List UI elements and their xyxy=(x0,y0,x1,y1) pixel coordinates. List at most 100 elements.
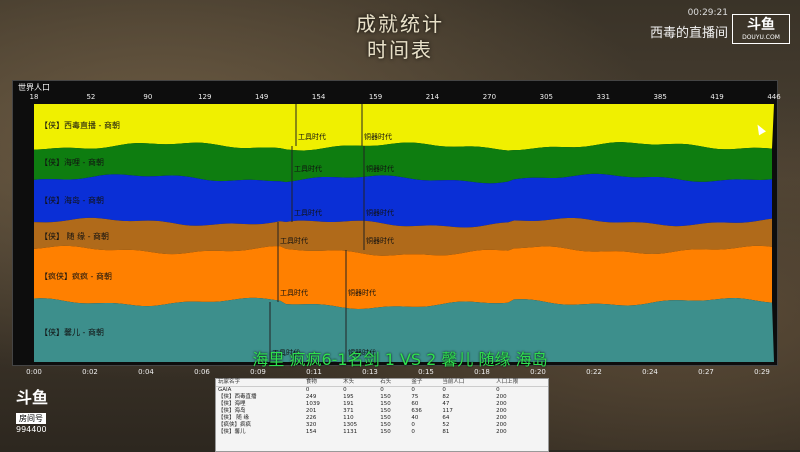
time-tick: 0:02 xyxy=(82,368,98,376)
stats-cell: 0 xyxy=(411,429,415,435)
douyu-logo: 斗鱼 DOUYU.COM xyxy=(732,14,790,44)
stats-cell: 【侠】海岛 xyxy=(218,408,246,414)
stats-cell: 150 xyxy=(380,401,391,407)
stats-cell: 1039 xyxy=(305,401,320,407)
stats-cell: 150 xyxy=(380,429,391,435)
stats-cell: 【侠】海哩 xyxy=(218,401,246,407)
player-label: 【侠】西毒直播 - 商朝 xyxy=(40,121,120,130)
time-tick: 0:27 xyxy=(698,368,714,376)
stats-cell: 200 xyxy=(496,415,507,421)
age-label: 工具时代 xyxy=(280,237,308,245)
match-caption: 海里 疯疯6-1名剑 1 VS 2 馨儿 随缘 海岛 xyxy=(252,350,548,369)
time-tick: 0:24 xyxy=(642,368,658,376)
stats-cell: 636 xyxy=(411,408,422,414)
stream-name: 西毒的直播间 xyxy=(649,26,728,41)
stats-cell: 110 xyxy=(343,415,354,421)
stats-cell: 【侠】馨儿 xyxy=(218,429,246,435)
room-number: 994400 xyxy=(16,425,47,434)
stats-cell: 200 xyxy=(496,408,507,414)
stats-cell: 0 xyxy=(442,387,446,393)
player-label: 【疯侠】疯疯 - 商朝 xyxy=(40,272,112,281)
screen-subtitle: 时间表 xyxy=(367,38,433,62)
time-tick: 0:20 xyxy=(530,368,546,376)
time-tick: 0:09 xyxy=(250,368,266,376)
stats-row: 【侠】西毒直播 249 195 150 75 82 200 xyxy=(216,394,548,401)
stats-cell: 0 xyxy=(305,387,310,393)
time-tick: 0:18 xyxy=(474,368,490,376)
age-label: 铜器时代 xyxy=(366,165,394,173)
time-tick: 0:11 xyxy=(306,368,322,376)
stats-cell: 150 xyxy=(380,415,391,421)
room-logo: 斗鱼 xyxy=(16,388,49,407)
stats-cell: 47 xyxy=(442,401,450,407)
stats-cell: 226 xyxy=(305,415,317,421)
stats-cell: 201 xyxy=(305,408,317,414)
stats-cell: 1131 xyxy=(343,429,358,435)
stats-header: 玩家名字 xyxy=(216,379,304,387)
age-label: 工具时代 xyxy=(272,349,300,357)
time-tick: 0:22 xyxy=(586,368,602,376)
time-tick: 0:04 xyxy=(138,368,154,376)
population-tick: 18 xyxy=(29,93,39,101)
stats-cell: 【侠】西毒直播 xyxy=(218,394,257,400)
player-band xyxy=(34,142,772,184)
population-tick: 154 xyxy=(311,93,326,101)
stats-cell: GAIA xyxy=(218,387,232,393)
player-band xyxy=(34,104,774,151)
stats-cell: 0 xyxy=(411,422,415,428)
population-ticks: 18 52 90 129 149 154 159 214 270 305 331 385 419 446 xyxy=(30,93,781,103)
age-label: 工具时代 xyxy=(294,165,322,173)
stats-cell: 249 xyxy=(305,394,317,400)
stats-cell: 64 xyxy=(442,415,450,421)
player-band xyxy=(34,297,774,362)
stats-cell: 154 xyxy=(305,429,317,435)
stats-cell: 1305 xyxy=(343,422,358,428)
stream-clock: 00:29:21 xyxy=(687,8,728,18)
population-tick: 90 xyxy=(143,93,153,101)
room-tag: 房间号 xyxy=(16,413,46,424)
stats-cell: 82 xyxy=(442,394,450,400)
stats-row: 【侠】海岛 201 371 150 636 117 200 xyxy=(216,408,548,415)
stats-cell: 195 xyxy=(343,394,354,400)
stats-cell: 150 xyxy=(380,394,391,400)
stats-cell: 40 xyxy=(411,415,419,421)
stats-row: 【侠】馨儿 154 1131 150 0 81 200 xyxy=(216,429,548,436)
stats-header: 金子 xyxy=(409,379,441,387)
screen-title: 成就统计 xyxy=(356,12,444,36)
population-tick: 385 xyxy=(653,93,667,101)
player-band xyxy=(34,217,772,256)
room-badge: 斗鱼 房间号 994400 xyxy=(16,390,64,434)
stats-header: 当前人口 xyxy=(440,379,495,387)
time-tick: 0:15 xyxy=(418,368,434,376)
population-tick: 331 xyxy=(596,93,610,101)
age-label: 工具时代 xyxy=(294,209,322,217)
population-tick: 446 xyxy=(767,93,781,101)
population-tick: 52 xyxy=(86,93,96,101)
stats-cell: 0 xyxy=(411,387,415,393)
stats-cell: 200 xyxy=(496,394,507,400)
population-tick: 149 xyxy=(255,93,269,101)
stats-row: 【侠】海哩 1039 191 150 60 47 200 xyxy=(216,401,548,408)
stats-table: 玩家名字 食物 木头 石头 金子 当前人口 人口上限 GAIA 0 0 0 0 0 0 【侠】西毒直播 24… xyxy=(215,378,549,452)
stats-cell: 150 xyxy=(380,408,391,414)
age-label: 工具时代 xyxy=(280,289,308,297)
stats-cell: 60 xyxy=(411,401,419,407)
stats-header: 石头 xyxy=(378,379,410,387)
stats-cell: 371 xyxy=(343,408,354,414)
stats-cell: 200 xyxy=(496,429,507,435)
stats-cell: 191 xyxy=(343,401,354,407)
world-population-label: 世界人口 xyxy=(18,83,50,92)
stats-cell: 200 xyxy=(496,401,507,407)
player-band xyxy=(34,245,772,309)
age-label: 铜器时代 xyxy=(364,133,392,141)
player-band xyxy=(34,173,772,228)
age-label: 铜器时代 xyxy=(366,237,394,245)
time-tick: 0:06 xyxy=(194,368,210,376)
stats-cell: 320 xyxy=(305,422,317,428)
stats-cell: 0 xyxy=(343,387,347,393)
time-tick: 0:00 xyxy=(26,368,42,376)
population-timeline-chart xyxy=(34,104,774,362)
stats-cell: 75 xyxy=(411,394,419,400)
stats-cell: 【疯侠】疯疯 xyxy=(218,422,252,428)
age-label: 铜器时代 xyxy=(348,349,376,357)
